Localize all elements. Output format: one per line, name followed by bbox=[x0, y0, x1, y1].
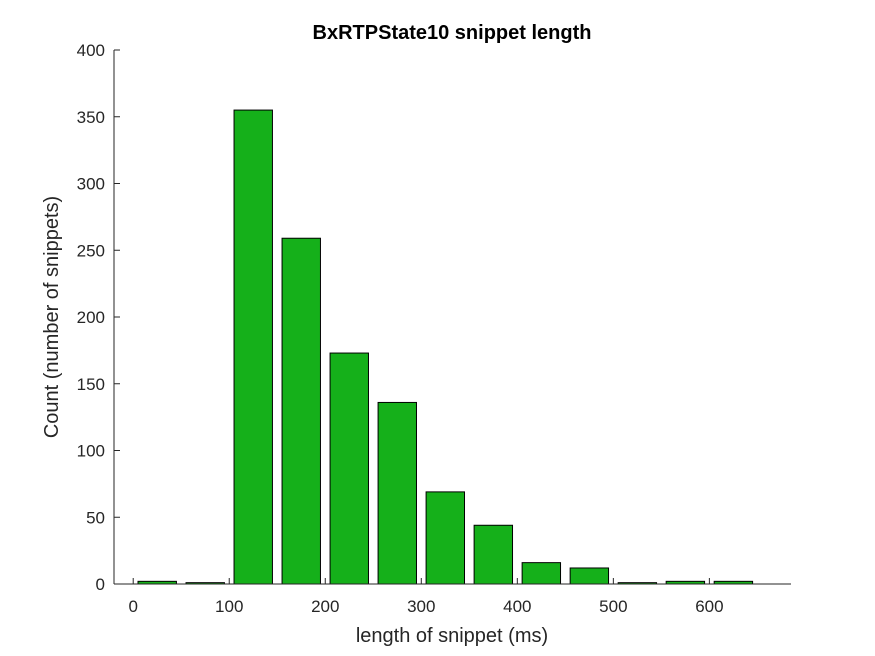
bar bbox=[473, 524, 514, 585]
y-tick-label: 0 bbox=[96, 575, 105, 594]
y-axis-label: Count (number of snippets) bbox=[41, 196, 63, 438]
bar bbox=[521, 562, 562, 585]
bar bbox=[281, 237, 321, 585]
bars-layer bbox=[137, 109, 754, 585]
x-axis-label: length of snippet (ms) bbox=[356, 625, 548, 647]
chart-title: BxRTPState10 snippet length bbox=[313, 22, 592, 44]
x-tick-label: 400 bbox=[503, 597, 531, 616]
x-tick-label: 600 bbox=[695, 597, 723, 616]
x-tick-label: 300 bbox=[407, 597, 435, 616]
y-tick-label: 50 bbox=[86, 508, 105, 527]
x-tick-label: 200 bbox=[311, 597, 339, 616]
y-tick-label: 100 bbox=[77, 442, 105, 461]
y-tick-label: 300 bbox=[77, 175, 105, 194]
y-tick-label: 200 bbox=[77, 308, 105, 327]
bar bbox=[329, 352, 369, 585]
axes-layer: 0 100 200 300 400 500 600 0 50 100 150 200 250 300 350… bbox=[77, 41, 791, 616]
y-tick-label: 250 bbox=[77, 241, 105, 260]
y-tick-label: 400 bbox=[77, 41, 105, 60]
x-tick-label: 0 bbox=[128, 597, 137, 616]
x-tick-label: 500 bbox=[599, 597, 627, 616]
x-tick-label: 100 bbox=[215, 597, 243, 616]
y-tick-label: 150 bbox=[77, 375, 105, 394]
bar bbox=[233, 109, 273, 585]
bar bbox=[377, 401, 417, 585]
bar bbox=[569, 567, 610, 585]
y-tick-label: 350 bbox=[77, 108, 105, 127]
bar bbox=[425, 491, 466, 585]
